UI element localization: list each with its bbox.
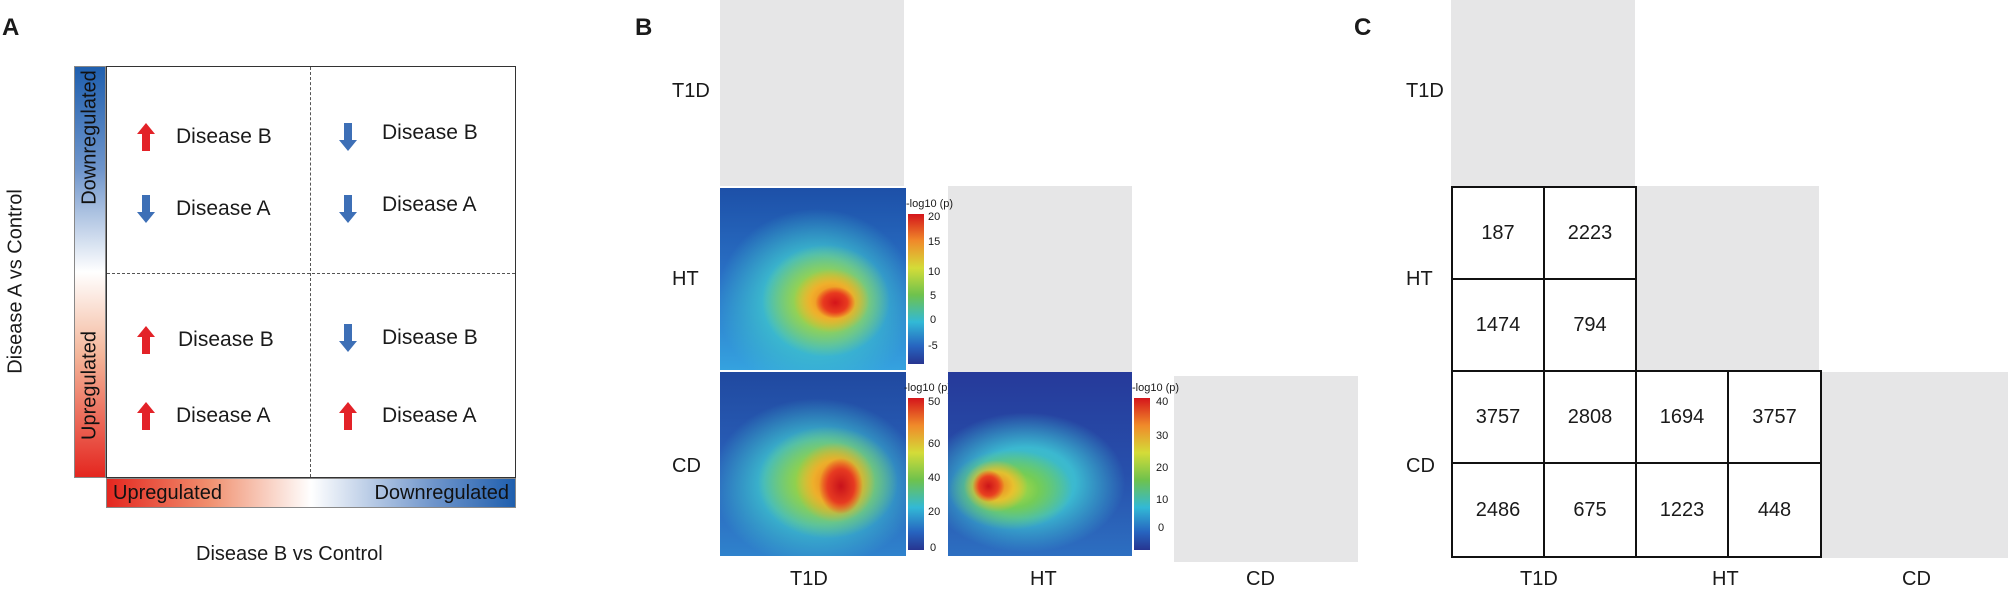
arrow-down-shape	[339, 324, 357, 352]
y-gradient-bar	[74, 66, 106, 478]
heatmap-cd-t1d	[720, 372, 906, 556]
c-col-label-cd: CD	[1902, 568, 1931, 590]
q-br-a-arrow-icon	[338, 401, 358, 436]
c-row-label-ht: HT	[1406, 268, 1433, 290]
c-diag-t1d	[1451, 0, 1635, 186]
q-br-b-arrow-icon	[338, 323, 358, 358]
q-bl-a-text: Disease A	[176, 404, 271, 427]
q-tl-b-arrow-icon	[136, 122, 156, 157]
y-bar-top-label: Downregulated	[78, 70, 101, 205]
b-diag-ht	[948, 186, 1132, 372]
c-cell-cd-ht-1: 3757	[1727, 370, 1822, 464]
b-col-label-cd: CD	[1246, 568, 1275, 590]
cbar3-tick-4: 0	[1158, 522, 1165, 534]
cbar2-tick-1: 60	[928, 438, 941, 450]
cbar3-tick-2: 20	[1156, 462, 1169, 474]
cbar1-tick-2: 10	[928, 266, 941, 278]
c-cell-ht-t1d-1: 2223	[1543, 186, 1637, 280]
arrow-up-shape	[137, 326, 155, 354]
y-bar-bottom-label: Upregulated	[78, 331, 101, 440]
c-diag-cd	[1821, 372, 2008, 558]
c-row-label-t1d: T1D	[1406, 80, 1444, 102]
panel-b-label: B	[635, 14, 653, 41]
q-br-a-text: Disease A	[382, 404, 477, 427]
cbar2-tick-0: 50	[928, 396, 941, 408]
q-bl-a-arrow-icon	[136, 401, 156, 436]
q-tr-b-text: Disease B	[382, 121, 478, 144]
colorbar-cd-t1d-title: -log10 (p)	[904, 382, 952, 394]
cbar1-tick-0: 20	[928, 211, 941, 223]
arrow-down-shape	[339, 123, 357, 151]
cbar3-tick-3: 10	[1156, 494, 1169, 506]
b-diag-t1d	[720, 0, 904, 186]
panel-c-label: C	[1354, 14, 1372, 41]
arrow-up-shape	[137, 402, 155, 430]
cbar1-tick-1: 15	[928, 236, 941, 248]
colorbar-cd-ht	[1134, 398, 1150, 550]
cbar2-tick-4: 0	[930, 542, 937, 554]
c-cell-ht-t1d-2: 1474	[1451, 278, 1545, 372]
q-tr-b-arrow-icon	[338, 122, 358, 157]
colorbar-ht-t1d-title: -log10 (p)	[906, 198, 954, 210]
b-diag-cd	[1174, 376, 1358, 562]
c-cell-cd-ht-0: 1694	[1635, 370, 1729, 464]
horizontal-divider	[107, 273, 515, 274]
c-cell-ht-t1d-0: 187	[1451, 186, 1545, 280]
q-br-b-text: Disease B	[382, 326, 478, 349]
q-tl-b-text: Disease B	[176, 125, 272, 148]
c-cell-cd-t1d-2: 2486	[1451, 462, 1545, 558]
q-tr-a-text: Disease A	[382, 193, 477, 216]
heatmap-cd-ht	[948, 372, 1132, 556]
quadrant-box	[106, 66, 516, 478]
arrow-down-shape	[339, 195, 357, 223]
c-cell-cd-ht-2: 1223	[1635, 462, 1729, 558]
colorbar-cd-t1d	[908, 398, 924, 550]
c-cell-cd-t1d-3: 675	[1543, 462, 1637, 558]
cbar2-tick-3: 20	[928, 506, 941, 518]
x-bar-left-label: Upregulated	[113, 482, 222, 504]
b-row-label-ht: HT	[672, 268, 699, 290]
colorbar-ht-t1d	[908, 214, 924, 364]
q-bl-b-arrow-icon	[136, 325, 156, 360]
c-cell-ht-t1d-3: 794	[1543, 278, 1637, 372]
colorbar-cd-ht-title: -log10 (p)	[1132, 382, 1180, 394]
cbar1-tick-5: -5	[928, 340, 938, 352]
arrow-down-shape	[137, 195, 155, 223]
cbar2-tick-2: 40	[928, 472, 941, 484]
q-tl-a-arrow-icon	[136, 194, 156, 229]
panel-a-x-axis-title: Disease B vs Control	[196, 543, 383, 565]
c-col-label-t1d: T1D	[1520, 568, 1558, 590]
q-bl-b-text: Disease B	[178, 328, 274, 351]
heatmap-ht-t1d	[720, 188, 906, 370]
b-col-label-ht: HT	[1030, 568, 1057, 590]
x-bar-right-label: Downregulated	[374, 482, 509, 504]
panel-a-label: A	[2, 14, 20, 41]
cbar1-tick-3: 5	[930, 290, 937, 302]
q-tl-a-text: Disease A	[176, 197, 271, 220]
arrow-up-shape	[137, 123, 155, 151]
c-cell-cd-t1d-1: 2808	[1543, 370, 1637, 464]
c-col-label-ht: HT	[1712, 568, 1739, 590]
c-diag-ht	[1635, 186, 1819, 370]
q-tr-a-arrow-icon	[338, 194, 358, 229]
c-cell-cd-t1d-0: 3757	[1451, 370, 1545, 464]
y-axis-title-text: Disease A vs Control	[4, 189, 27, 374]
cbar3-tick-1: 30	[1156, 430, 1169, 442]
cbar1-tick-4: 0	[930, 314, 937, 326]
b-col-label-t1d: T1D	[790, 568, 828, 590]
cbar3-tick-0: 40	[1156, 396, 1169, 408]
b-row-label-cd: CD	[672, 455, 701, 477]
b-row-label-t1d: T1D	[672, 80, 710, 102]
vertical-divider	[310, 67, 311, 477]
c-cell-cd-ht-3: 448	[1727, 462, 1822, 558]
arrow-up-shape	[339, 402, 357, 430]
c-row-label-cd: CD	[1406, 455, 1435, 477]
x-gradient-bar: Upregulated Downregulated	[106, 478, 516, 508]
